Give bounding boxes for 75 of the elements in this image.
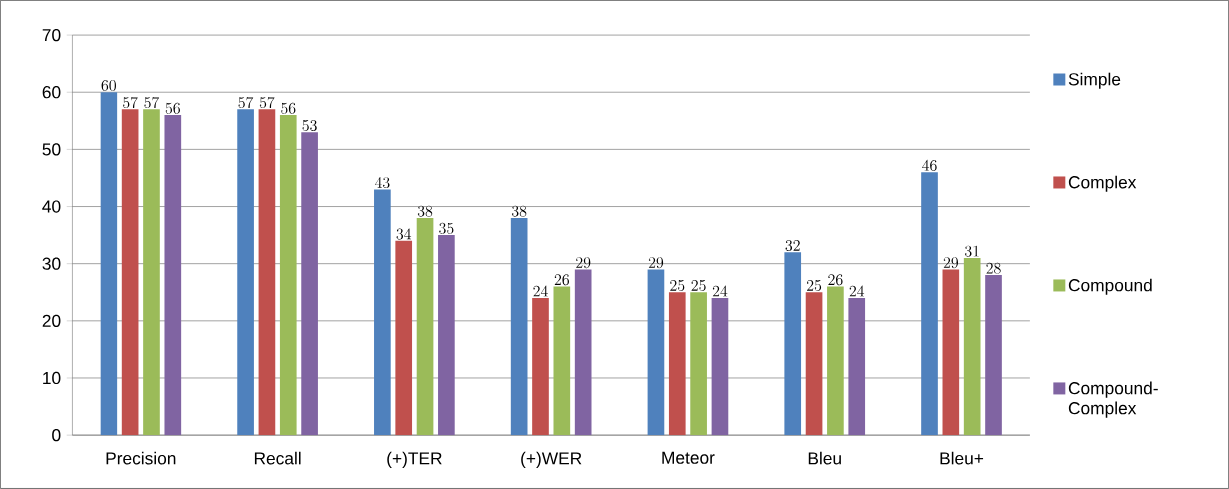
bar — [374, 189, 391, 436]
bar — [395, 240, 413, 436]
bar — [279, 115, 297, 436]
data-label: 29 — [943, 257, 959, 269]
bar — [690, 292, 707, 436]
data-label: 57 — [259, 97, 275, 109]
data-label: 32 — [785, 240, 800, 252]
bar — [784, 252, 802, 436]
bar — [143, 109, 160, 436]
x-tick-label: Bleu+ — [940, 451, 984, 465]
data-label: 29 — [576, 257, 591, 269]
y-tick-label: 60 — [42, 86, 61, 99]
legend-label: Complex — [1068, 175, 1137, 192]
bar — [416, 218, 434, 436]
bar — [510, 218, 528, 436]
data-label: 43 — [374, 177, 390, 189]
bar — [668, 292, 686, 436]
data-label: 29 — [648, 257, 664, 269]
data-label: 57 — [144, 97, 160, 109]
bar — [942, 269, 960, 436]
data-label: 24 — [849, 285, 865, 297]
x-tick-label: (+)WER — [521, 451, 582, 468]
data-label: 46 — [922, 159, 937, 172]
data-label: 25 — [670, 280, 685, 292]
data-label: 60 — [101, 80, 116, 92]
data-label: 25 — [807, 280, 822, 292]
data-label: 53 — [302, 120, 317, 132]
data-label: 26 — [554, 274, 569, 286]
bar — [848, 298, 866, 436]
data-label: 34 — [396, 228, 412, 240]
data-label: 24 — [533, 285, 548, 297]
data-label: 31 — [965, 245, 979, 257]
bar — [553, 286, 571, 436]
legend-label: Compound-Complex — [1068, 381, 1158, 418]
bar — [963, 258, 981, 436]
legend-label: Simple — [1068, 72, 1121, 89]
bar — [647, 269, 665, 436]
legend-label: Compound — [1068, 278, 1152, 295]
bar — [438, 235, 455, 436]
data-label: 56 — [281, 102, 296, 114]
bar — [100, 92, 118, 436]
bar — [164, 115, 182, 436]
bar — [258, 109, 276, 436]
bar — [121, 109, 139, 436]
data-label: 26 — [828, 274, 843, 286]
data-label: 57 — [123, 97, 138, 109]
bar — [827, 286, 844, 436]
bar — [574, 269, 592, 436]
bar — [805, 292, 823, 436]
y-tick-label: 20 — [42, 314, 61, 328]
x-tick-label: Bleu — [808, 451, 841, 465]
bar — [532, 298, 549, 436]
bar — [711, 298, 729, 436]
bar — [301, 132, 318, 436]
data-label: 28 — [986, 262, 1001, 274]
data-label: 24 — [712, 285, 728, 297]
y-tick-label: 40 — [42, 200, 61, 213]
data-label: 56 — [165, 102, 180, 114]
y-tick-label: 30 — [42, 257, 61, 270]
bar — [921, 172, 938, 436]
bar — [237, 109, 254, 436]
y-tick-label: 50 — [42, 143, 61, 156]
data-label: 38 — [417, 205, 433, 217]
x-tick-label: Recall — [254, 451, 301, 465]
data-label: 35 — [439, 222, 454, 234]
data-label: 38 — [511, 205, 527, 217]
y-tick-label: 70 — [42, 29, 61, 42]
data-label: 57 — [238, 97, 254, 109]
x-tick-label: (+)TER — [387, 451, 442, 468]
data-label: 25 — [691, 280, 706, 292]
y-tick-label: 0 — [52, 429, 61, 442]
bar — [985, 275, 1002, 436]
y-tick-label: 10 — [43, 371, 61, 385]
x-tick-label: Meteor — [662, 451, 715, 464]
x-tick-label: Precision — [106, 451, 176, 465]
